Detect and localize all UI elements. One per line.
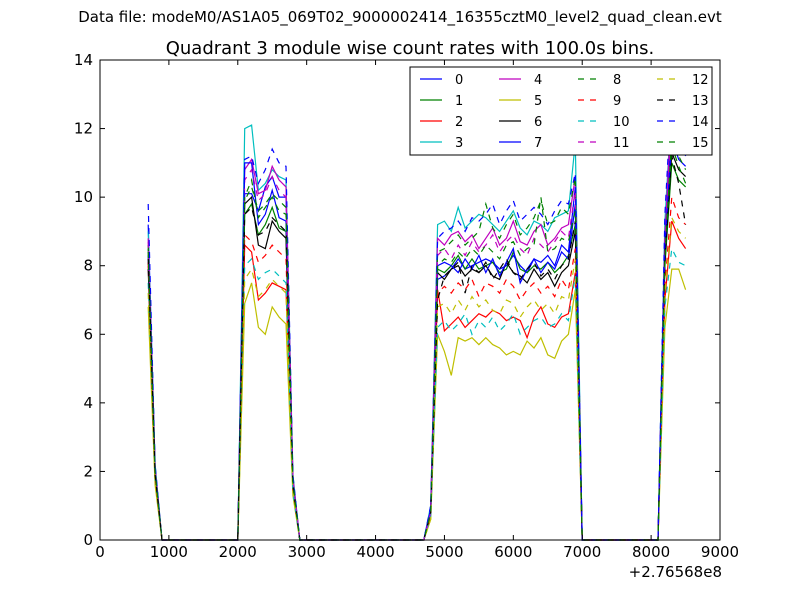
legend-label-8: 8	[613, 73, 621, 88]
series-line-10	[147, 246, 686, 541]
x-axis-offset-label: +2.76568e8	[629, 563, 722, 581]
y-tick-label: 0	[83, 531, 93, 549]
legend-label-13: 13	[692, 94, 709, 109]
series-line-8	[147, 135, 687, 541]
series-line-12	[147, 215, 687, 541]
x-tick-label: 5000	[425, 543, 463, 561]
y-tick-label: 12	[74, 120, 93, 138]
y-tick-label: 8	[83, 257, 93, 275]
legend-label-6: 6	[534, 115, 542, 130]
series-line-9	[147, 196, 687, 541]
series-line-1	[147, 162, 687, 541]
legend-label-11: 11	[613, 136, 630, 151]
legend-label-7: 7	[534, 136, 542, 151]
y-tick-label: 4	[83, 394, 93, 412]
x-tick-label: 0	[95, 543, 105, 561]
series-line-7	[147, 138, 687, 541]
x-tick-label: 3000	[288, 543, 326, 561]
legend-box	[409, 66, 713, 156]
series-line-3	[147, 99, 687, 541]
legend-label-15: 15	[692, 136, 709, 151]
legend-label-9: 9	[613, 94, 621, 109]
series-line-5	[147, 268, 687, 541]
y-tick-label: 6	[83, 325, 93, 343]
series-line-0	[147, 123, 687, 541]
legend-label-3: 3	[455, 136, 463, 151]
x-tick-label: 4000	[356, 543, 394, 561]
legend-label-10: 10	[613, 115, 630, 130]
chart-title: Quadrant 3 module wise count rates with …	[166, 38, 655, 59]
y-tick-label: 14	[74, 51, 93, 69]
x-tick-label: 1000	[150, 543, 188, 561]
legend-label-0: 0	[455, 73, 463, 88]
legend-label-2: 2	[455, 115, 463, 130]
x-tick-label: 2000	[219, 543, 257, 561]
series-line-13	[147, 155, 687, 541]
series-line-2	[147, 220, 687, 541]
figure-supertitle: Data file: modeM0/AS1A05_069T02_90000024…	[78, 8, 722, 26]
legend-label-14: 14	[692, 115, 709, 130]
legend-label-1: 1	[455, 94, 463, 109]
x-tick-label: 7000	[563, 543, 601, 561]
x-tick-label: 6000	[494, 543, 532, 561]
legend-label-4: 4	[534, 73, 542, 88]
plot-area-frame	[99, 59, 721, 541]
series-line-15	[147, 145, 687, 541]
x-tick-label: 8000	[632, 543, 670, 561]
y-tick-label: 10	[74, 188, 93, 206]
series-line-6	[147, 152, 687, 541]
series-line-11	[147, 112, 687, 541]
series-line-4	[147, 94, 687, 541]
legend-label-12: 12	[692, 73, 709, 88]
legend-label-5: 5	[534, 94, 542, 109]
axis-ticks: 0 1000 2000 3000 4000 5000 6000 7000 8000 9000 0 2 4…	[74, 51, 739, 561]
x-tick-label: 9000	[701, 543, 739, 561]
y-tick-label: 2	[83, 462, 93, 480]
